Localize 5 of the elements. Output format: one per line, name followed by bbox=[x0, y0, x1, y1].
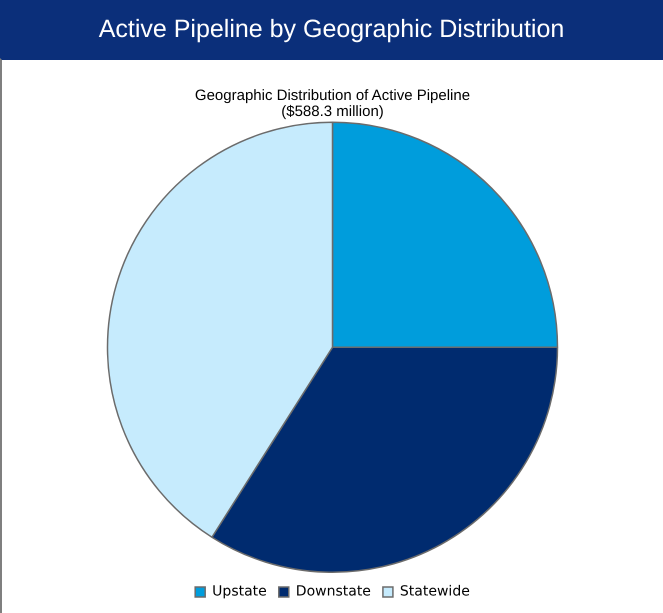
chart-subtitle: Geographic Distribution of Active Pipeline ($588.3 million) bbox=[194, 87, 470, 120]
legend-label: Statewide bbox=[400, 584, 470, 600]
chart-title: Active Pipeline by Geographic Distribution bbox=[0, 0, 663, 58]
legend-label: Downstate bbox=[296, 584, 371, 600]
legend-label: Upstate bbox=[212, 584, 267, 600]
